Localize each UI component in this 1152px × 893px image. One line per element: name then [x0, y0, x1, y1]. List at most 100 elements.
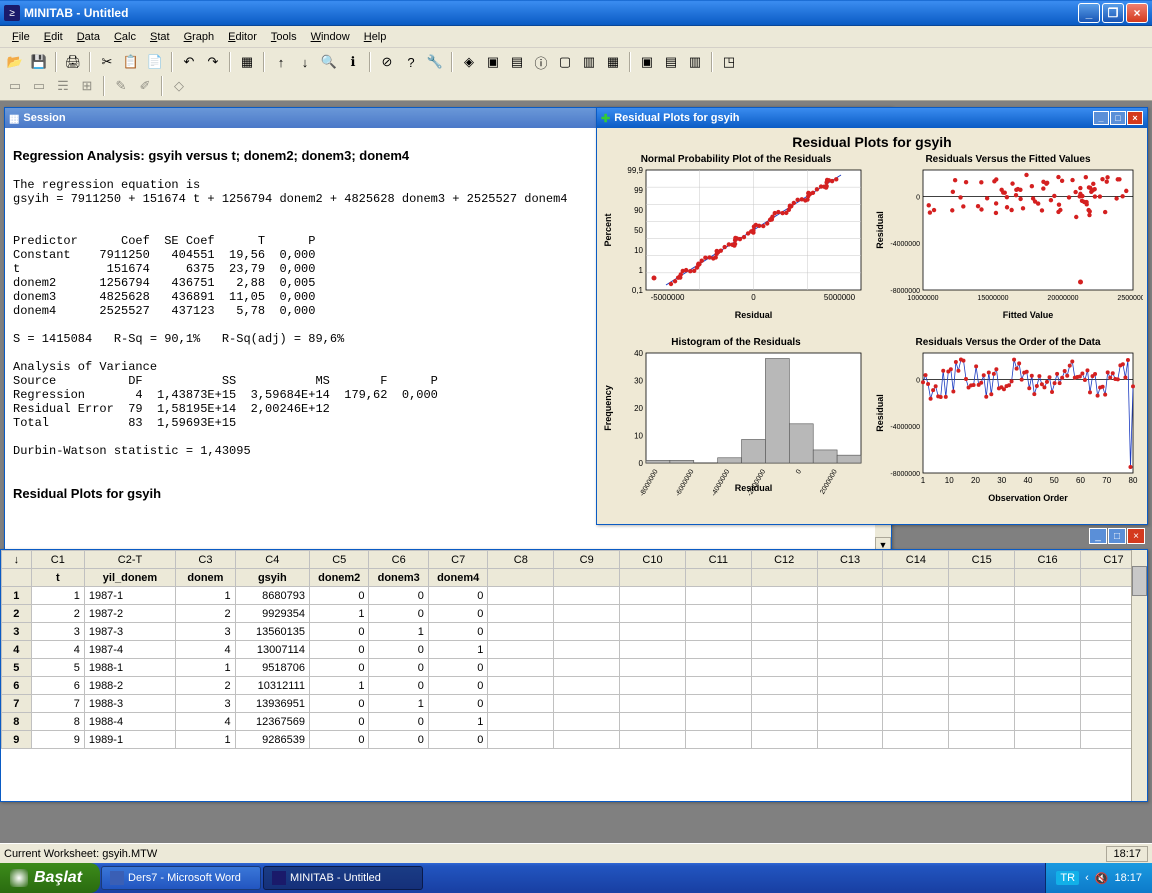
cell[interactable] [1015, 731, 1081, 749]
up-arrow-icon[interactable]: ↑ [270, 51, 292, 73]
cell[interactable] [488, 623, 554, 641]
tb-icon-1[interactable]: ◈ [458, 51, 480, 73]
cell[interactable] [554, 623, 620, 641]
cell[interactable]: 13560135 [235, 623, 309, 641]
menu-editor[interactable]: Editor [222, 29, 263, 45]
cell[interactable] [620, 641, 686, 659]
system-tray[interactable]: TR ‹ 🔇 18:17 [1045, 863, 1152, 893]
row-header[interactable]: 3 [2, 623, 32, 641]
cell[interactable] [883, 587, 949, 605]
cell[interactable] [488, 587, 554, 605]
col-name-header[interactable]: donem2 [309, 569, 368, 587]
cell[interactable] [949, 731, 1015, 749]
cell[interactable]: 0 [428, 623, 487, 641]
row-header[interactable]: 1 [2, 587, 32, 605]
residual-plots-window[interactable]: ✚ Residual Plots for gsyih _ □ × Residua… [596, 107, 1148, 525]
close-button[interactable]: × [1126, 3, 1148, 23]
cell[interactable]: 1988-2 [84, 677, 175, 695]
cell[interactable] [488, 695, 554, 713]
cell[interactable] [817, 623, 883, 641]
cell[interactable] [817, 605, 883, 623]
cell[interactable] [685, 587, 751, 605]
cell[interactable]: 0 [309, 731, 368, 749]
col-name-header[interactable] [949, 569, 1015, 587]
cell[interactable]: 4 [31, 641, 84, 659]
cell[interactable] [685, 713, 751, 731]
col-name-header[interactable]: donem [176, 569, 235, 587]
cell[interactable] [685, 731, 751, 749]
cell[interactable]: 1987-2 [84, 605, 175, 623]
cell[interactable] [817, 695, 883, 713]
cell[interactable] [949, 713, 1015, 731]
cell[interactable]: 1987-1 [84, 587, 175, 605]
cell[interactable] [554, 605, 620, 623]
cell[interactable] [488, 677, 554, 695]
save-icon[interactable]: 💾 [28, 51, 50, 73]
row-header[interactable]: 2 [2, 605, 32, 623]
cell[interactable]: 1 [369, 623, 428, 641]
cell[interactable] [751, 713, 817, 731]
cell[interactable]: 1 [176, 731, 235, 749]
cell[interactable] [620, 731, 686, 749]
col-header[interactable]: C6 [369, 551, 428, 569]
cell[interactable] [883, 641, 949, 659]
cell[interactable] [620, 623, 686, 641]
redo-icon[interactable]: ↷ [202, 51, 224, 73]
cell[interactable]: 1987-4 [84, 641, 175, 659]
col-header[interactable]: C5 [309, 551, 368, 569]
cell[interactable] [685, 659, 751, 677]
minimize-button[interactable]: _ [1078, 3, 1100, 23]
cell[interactable]: 2 [31, 605, 84, 623]
cell[interactable]: 4 [176, 713, 235, 731]
plots-max-button[interactable]: □ [1110, 111, 1126, 125]
col-header[interactable]: C9 [554, 551, 620, 569]
col-name-header[interactable] [554, 569, 620, 587]
cell[interactable] [949, 587, 1015, 605]
cell[interactable]: 1987-3 [84, 623, 175, 641]
cell[interactable] [554, 641, 620, 659]
col-name-header[interactable] [1015, 569, 1081, 587]
cell[interactable]: 13936951 [235, 695, 309, 713]
cell[interactable]: 9929354 [235, 605, 309, 623]
cell[interactable]: 1 [428, 641, 487, 659]
plots-close-button[interactable]: × [1127, 111, 1143, 125]
cell[interactable] [1015, 641, 1081, 659]
cell[interactable]: 0 [309, 659, 368, 677]
col-header[interactable]: C7 [428, 551, 487, 569]
cell[interactable] [817, 713, 883, 731]
cell[interactable]: 4 [176, 641, 235, 659]
task-button-word[interactable]: Ders7 - Microsoft Word [101, 866, 261, 890]
row-header[interactable]: 9 [2, 731, 32, 749]
down-arrow-icon[interactable]: ↓ [294, 51, 316, 73]
cell[interactable]: 0 [369, 587, 428, 605]
row-header[interactable]: 4 [2, 641, 32, 659]
info-icon[interactable]: ℹ [342, 51, 364, 73]
tb-icon-11[interactable]: ◳ [718, 51, 740, 73]
cell[interactable] [883, 695, 949, 713]
cell[interactable] [817, 587, 883, 605]
cell[interactable]: 0 [369, 713, 428, 731]
cell[interactable] [1015, 587, 1081, 605]
tb2-icon-3[interactable]: ☴ [52, 75, 74, 97]
task-button-minitab[interactable]: MINITAB - Untitled [263, 866, 423, 890]
help-icon[interactable]: ? [400, 51, 422, 73]
menu-edit[interactable]: Edit [38, 29, 69, 45]
start-button[interactable]: Başlat [0, 863, 100, 893]
cell[interactable]: 0 [369, 659, 428, 677]
menu-calc[interactable]: Calc [108, 29, 142, 45]
cell[interactable] [949, 677, 1015, 695]
tb2-icon-4[interactable]: ⊞ [76, 75, 98, 97]
cell[interactable] [488, 731, 554, 749]
tb2-icon-6[interactable]: ✐ [134, 75, 156, 97]
col-name-header[interactable] [685, 569, 751, 587]
tb-icon-10[interactable]: ▥ [684, 51, 706, 73]
col-header[interactable]: C13 [817, 551, 883, 569]
cell[interactable] [817, 641, 883, 659]
cell[interactable]: 1 [309, 677, 368, 695]
open-icon[interactable]: 📂 [4, 51, 26, 73]
plots-min-button[interactable]: _ [1093, 111, 1109, 125]
cell[interactable]: 1 [31, 587, 84, 605]
cell[interactable]: 1 [176, 659, 235, 677]
cell[interactable] [620, 659, 686, 677]
cell[interactable] [751, 731, 817, 749]
